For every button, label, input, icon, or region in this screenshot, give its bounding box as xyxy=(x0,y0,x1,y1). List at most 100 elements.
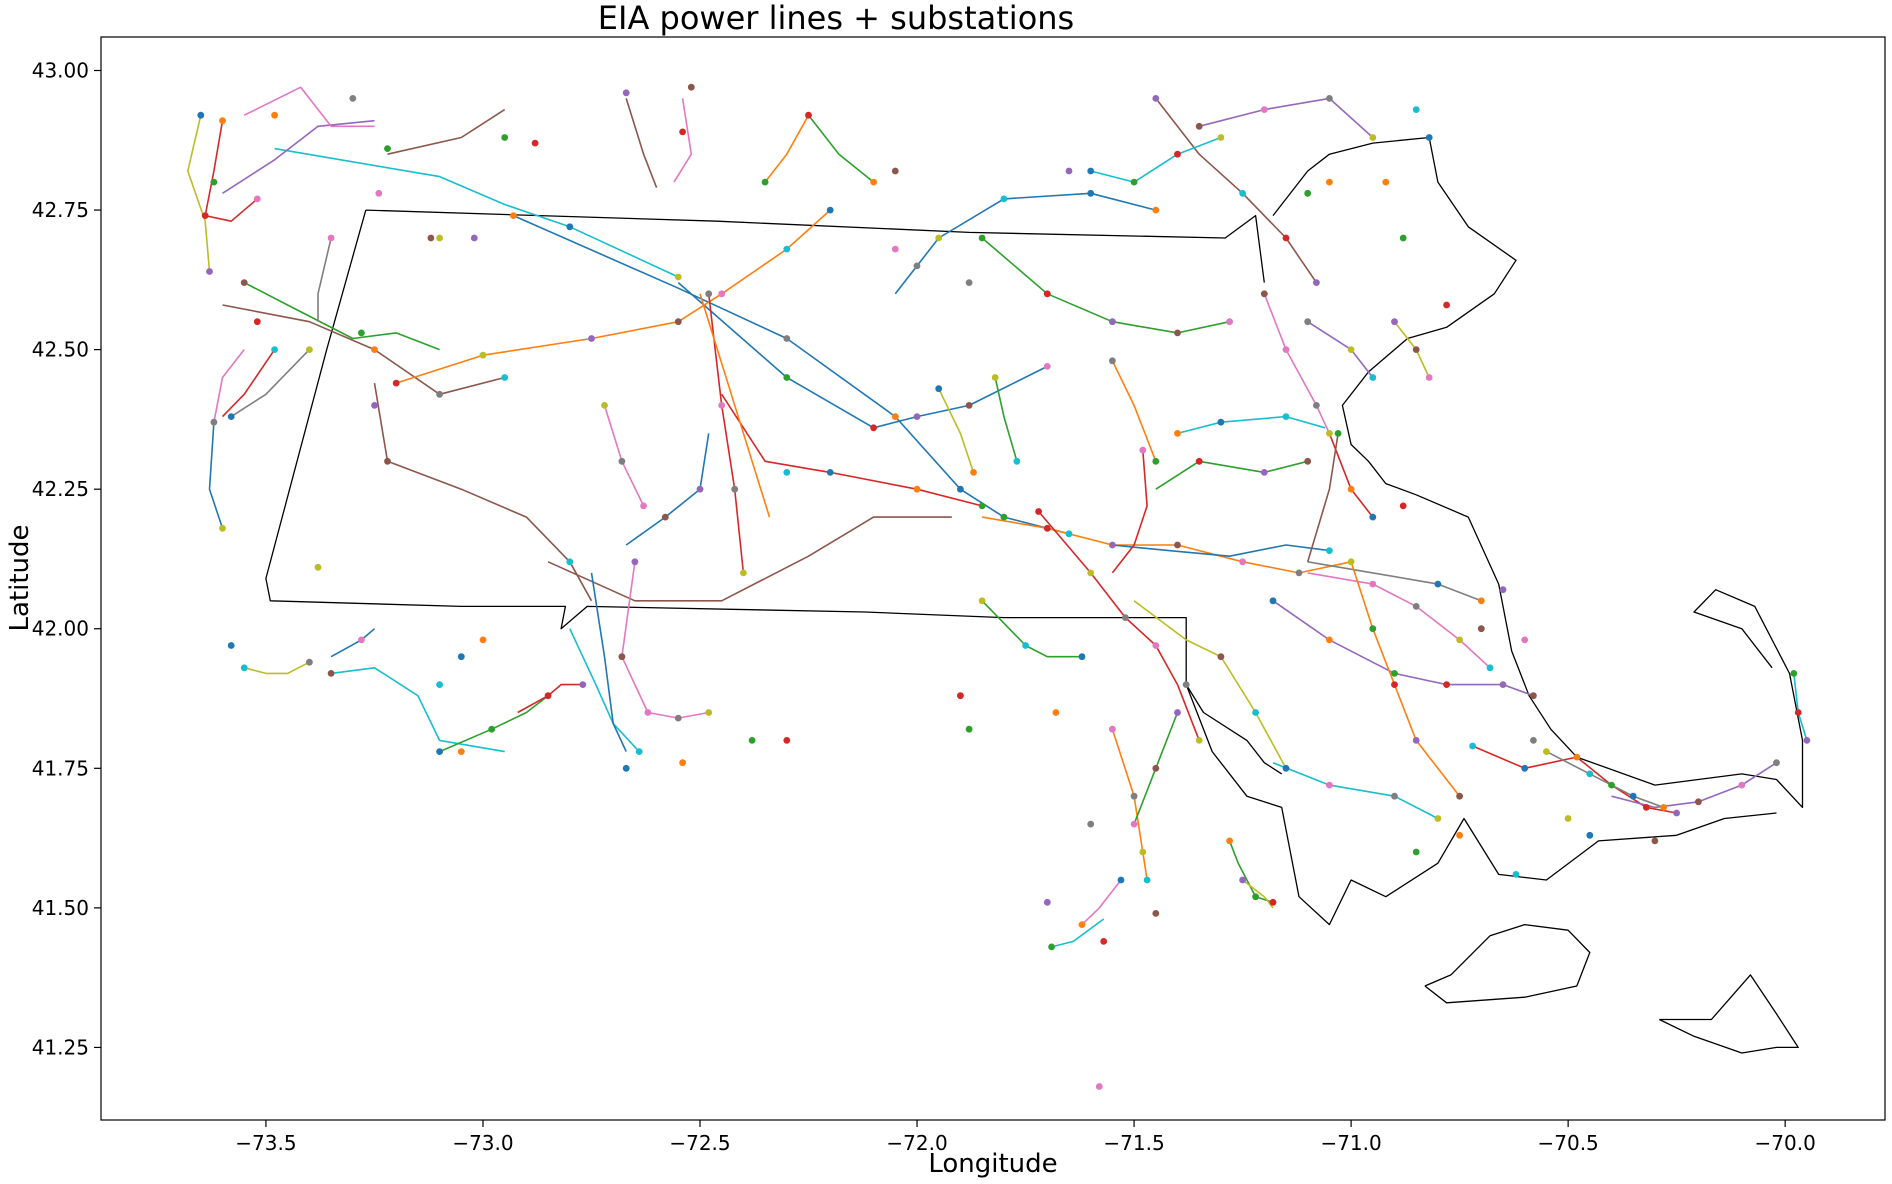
substation-point xyxy=(1530,692,1537,700)
substation-point xyxy=(1260,106,1268,113)
substation-point xyxy=(1499,681,1507,688)
substation-point xyxy=(1260,290,1268,298)
substation-point xyxy=(1642,804,1650,811)
substation-point xyxy=(1695,798,1702,806)
substation-point xyxy=(1521,764,1529,772)
substation-point xyxy=(1794,709,1802,716)
substation-point xyxy=(1412,737,1420,744)
substation-point xyxy=(978,234,986,242)
substation-point xyxy=(271,111,278,119)
island-marthas-vineyard xyxy=(1424,923,1591,1004)
substation-point xyxy=(1434,580,1442,588)
substation-point xyxy=(1087,820,1095,828)
substation-point xyxy=(384,457,391,465)
substation-point xyxy=(1252,893,1259,901)
substation-point xyxy=(622,89,630,97)
plot-frame xyxy=(100,36,1886,1121)
substation-point xyxy=(1313,402,1320,409)
substation-point xyxy=(1434,815,1442,822)
substation-point xyxy=(306,346,313,353)
substation-point xyxy=(1512,871,1520,878)
substation-point xyxy=(1100,938,1108,945)
chart-title: EIA power lines + substations xyxy=(598,0,1074,37)
substation-point xyxy=(1347,346,1355,353)
substation-point xyxy=(566,223,574,231)
power-line xyxy=(1350,561,1461,797)
substation-point xyxy=(479,636,487,644)
substation-point xyxy=(371,402,378,409)
substation-point xyxy=(1369,374,1377,381)
power-line xyxy=(244,661,310,675)
substation-point xyxy=(253,318,261,326)
substation-point xyxy=(1651,837,1659,845)
substation-point xyxy=(601,402,608,409)
boundaries-layer xyxy=(265,136,1804,1054)
y-tick-label: 42.00 xyxy=(32,617,89,641)
substation-point xyxy=(240,664,248,672)
substation-point xyxy=(1282,413,1290,420)
substation-point xyxy=(479,351,487,359)
substation-point xyxy=(1326,95,1333,102)
substation-point xyxy=(718,402,726,409)
y-tick-label: 41.75 xyxy=(32,756,89,780)
substation-point xyxy=(531,139,539,147)
power-line xyxy=(547,516,952,602)
substation-point xyxy=(783,469,791,476)
substation-point xyxy=(1065,530,1073,538)
substation-point xyxy=(1109,318,1116,326)
substation-point xyxy=(544,692,552,700)
substation-point xyxy=(1174,150,1181,158)
power-line xyxy=(894,192,1156,295)
power-line xyxy=(1112,544,1330,558)
substation-point xyxy=(1391,318,1398,326)
power-line xyxy=(513,214,1070,535)
power-line xyxy=(1228,840,1274,904)
substation-point xyxy=(1152,642,1160,649)
substation-point xyxy=(1000,513,1008,521)
substation-point xyxy=(219,524,226,532)
power-line xyxy=(1199,97,1374,139)
substation-point xyxy=(870,178,877,186)
substation-point xyxy=(1608,781,1615,789)
substation-point xyxy=(1043,898,1051,906)
substation-point xyxy=(978,502,986,510)
substation-point xyxy=(488,725,496,733)
substation-point xyxy=(1052,709,1060,716)
coastline xyxy=(1272,136,1804,809)
substation-point xyxy=(1252,709,1259,716)
substation-point xyxy=(1456,792,1463,800)
substation-point xyxy=(1486,664,1494,672)
substation-point xyxy=(622,764,630,772)
substation-point xyxy=(457,653,465,661)
power-line xyxy=(330,666,505,753)
substation-point xyxy=(1226,318,1233,326)
substation-point xyxy=(501,374,509,381)
power-line xyxy=(1037,510,1200,741)
substation-point xyxy=(1456,636,1463,644)
x-tick-label: −71.0 xyxy=(1320,1131,1381,1155)
substation-point xyxy=(705,290,713,298)
substation-point xyxy=(392,379,400,387)
substation-point xyxy=(1000,195,1008,203)
x-tick-label: −73.5 xyxy=(235,1131,296,1155)
substation-point xyxy=(618,653,626,661)
substation-point xyxy=(783,737,791,744)
substation-point xyxy=(1065,167,1073,175)
substation-point xyxy=(1326,781,1333,789)
substation-point xyxy=(206,268,213,275)
substation-point xyxy=(1391,670,1398,677)
power-line xyxy=(1272,761,1439,820)
substation-point xyxy=(1174,430,1181,437)
substation-point xyxy=(1738,781,1746,789)
x-tick-label: −71.5 xyxy=(1103,1131,1164,1155)
substation-point xyxy=(783,335,791,342)
substation-point xyxy=(566,558,574,566)
power-line xyxy=(1472,745,1677,814)
substation-point xyxy=(1369,513,1377,521)
substation-point xyxy=(1269,898,1277,906)
substation-point xyxy=(1477,625,1485,633)
substation-point xyxy=(935,385,943,393)
substation-point xyxy=(1530,737,1537,744)
substation-point xyxy=(436,748,443,755)
power-line xyxy=(213,349,245,423)
